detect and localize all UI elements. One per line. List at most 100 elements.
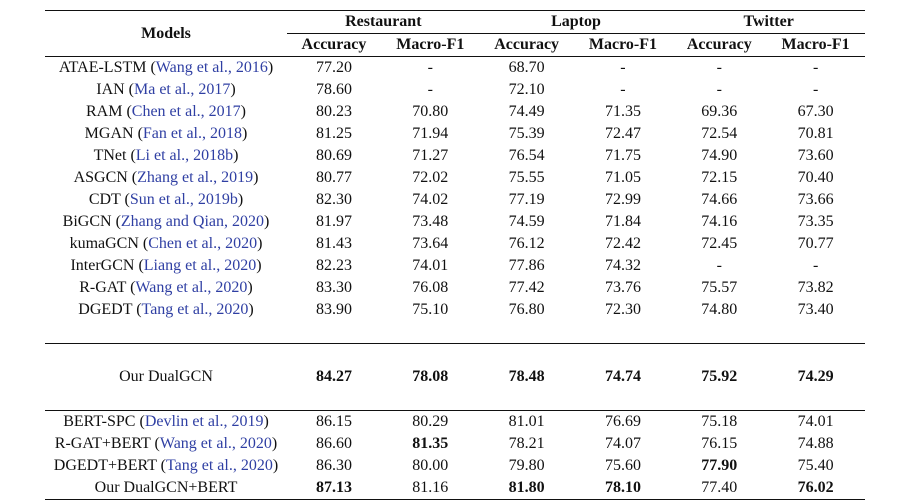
- citation-link[interactable]: Chen et al., 2020: [148, 235, 258, 252]
- metric-cell: -: [812, 59, 819, 76]
- metric-cell: 74.32: [604, 257, 641, 274]
- metric-cell: 74.07: [604, 435, 641, 452]
- table-row: InterGCN (Liang et al., 2020) 82.23 74.01 7…: [45, 255, 865, 277]
- metric-cell: 73.66: [797, 191, 834, 208]
- model-cell: InterGCN (Liang et al., 2020): [70, 257, 262, 274]
- metric-cell: 75.10: [412, 301, 449, 318]
- model-name: BiGCN: [62, 213, 112, 230]
- metric-cell: 67.30: [797, 103, 834, 120]
- metric-cell: 80.69: [315, 147, 352, 164]
- table-row: RAM (Chen et al., 2017) 80.23 70.80 74.49 71…: [45, 101, 865, 123]
- metric-cell: 78.08: [412, 368, 449, 385]
- citation-link[interactable]: Zhang and Qian, 2020: [120, 213, 264, 230]
- metric-cell: 76.15: [701, 435, 738, 452]
- metric-cell: 73.40: [797, 301, 834, 318]
- table-row: IAN (Ma et al., 2017) 78.60 - 72.10 - - -: [45, 79, 865, 101]
- model-name: R-GAT+BERT: [54, 435, 151, 452]
- citation-link[interactable]: Tang et al., 2020: [166, 457, 273, 474]
- metric-header: Macro-F1: [588, 36, 657, 53]
- metric-cell: -: [716, 59, 722, 76]
- citation-link[interactable]: Tang et al., 2020: [141, 301, 249, 318]
- metric-cell: 75.92: [701, 368, 738, 385]
- metric-cell: 78.10: [604, 479, 641, 496]
- results-table: Models Restaurant Laptop Twitter Accurac…: [45, 10, 865, 500]
- metric-cell: 81.97: [315, 213, 352, 230]
- metric-cell: 76.12: [508, 235, 545, 252]
- metric-cell: -: [812, 257, 819, 274]
- metric-cell: 81.01: [508, 413, 545, 430]
- metric-cell: 78.48: [508, 368, 545, 385]
- metric-cell: 83.30: [315, 279, 352, 296]
- model-name: CDT: [88, 191, 121, 208]
- metric-cell: 83.90: [315, 301, 352, 318]
- metric-cell: 81.43: [315, 235, 352, 252]
- metric-cell: -: [427, 81, 433, 98]
- metric-cell: 77.20: [315, 59, 352, 76]
- citation-link[interactable]: Liang et al., 2020: [143, 257, 257, 274]
- metric-header: Macro-F1: [781, 36, 850, 53]
- metric-cell: 74.59: [508, 213, 545, 230]
- metric-cell: 74.90: [701, 147, 738, 164]
- metric-cell: 72.02: [412, 169, 449, 186]
- metric-cell: -: [620, 59, 626, 76]
- metric-cell: 70.81: [797, 125, 834, 142]
- model-cell: R-GAT+BERT (Wang et al., 2020): [54, 435, 278, 452]
- model-name: Our DualGCN+BERT: [94, 479, 238, 496]
- citation-link[interactable]: Devlin et al., 2019: [144, 413, 264, 430]
- metric-cell: 71.75: [604, 147, 641, 164]
- metric-cell: 72.54: [701, 125, 738, 142]
- metric-cell: 86.60: [315, 435, 352, 452]
- model-cell: ASGCN (Zhang et al., 2019): [73, 169, 259, 186]
- model-name: ATAE-LSTM: [58, 59, 147, 76]
- metric-cell: 71.05: [604, 169, 641, 186]
- metric-cell: 77.90: [701, 457, 738, 474]
- baselines-section: ATAE-LSTM (Wang et al., 2016) 77.20 - 68.70…: [45, 56, 865, 344]
- metric-cell: 81.16: [412, 479, 449, 496]
- model-cell: R-GAT (Wang et al., 2020): [79, 279, 253, 296]
- metric-header: Accuracy: [494, 36, 560, 53]
- metric-cell: 80.77: [315, 169, 352, 186]
- metric-cell: 71.35: [604, 103, 641, 120]
- table-row: Our DualGCN+BERT 87.13 81.16 81.80 78.10 77.4…: [45, 477, 865, 500]
- metric-cell: 74.16: [701, 213, 738, 230]
- citation-link[interactable]: Fan et al., 2018: [142, 125, 242, 142]
- metric-cell: 75.60: [604, 457, 641, 474]
- citation-link[interactable]: Li et al., 2018b: [135, 147, 234, 164]
- metric-cell: 84.27: [315, 368, 352, 385]
- citation-link[interactable]: Ma et al., 2017: [134, 81, 231, 98]
- metric-cell: 70.40: [797, 169, 834, 186]
- model-cell: CDT (Sun et al., 2019b): [88, 191, 244, 208]
- model-cell: MGAN (Fan et al., 2018): [84, 125, 248, 142]
- metric-cell: 77.42: [508, 279, 545, 296]
- metric-cell: 71.27: [412, 147, 449, 164]
- citation-link[interactable]: Chen et al., 2017: [131, 103, 241, 120]
- metric-cell: 87.13: [315, 479, 352, 496]
- table-row: ATAE-LSTM (Wang et al., 2016) 77.20 - 68.70…: [45, 56, 865, 80]
- citation-link[interactable]: Wang et al., 2016: [155, 59, 268, 76]
- metric-header: Accuracy: [301, 36, 367, 53]
- metric-cell: 81.25: [315, 125, 352, 142]
- model-name: DGEDT: [78, 301, 133, 318]
- metric-header: Macro-F1: [396, 36, 465, 53]
- model-name: MGAN: [84, 125, 134, 142]
- model-cell: TNet (Li et al., 2018b): [93, 147, 239, 164]
- model-name: InterGCN: [70, 257, 135, 274]
- table-row: DGEDT+BERT (Tang et al., 2020) 86.30 80.00…: [45, 455, 865, 477]
- metric-cell: 75.40: [797, 457, 834, 474]
- metric-cell: 75.39: [508, 125, 545, 142]
- model-name: TNet: [93, 147, 127, 164]
- metric-cell: 76.54: [508, 147, 545, 164]
- model-cell: DGEDT+BERT (Tang et al., 2020): [53, 457, 279, 474]
- metric-cell: 72.10: [508, 81, 545, 98]
- citation-link[interactable]: Sun et al., 2019b: [129, 191, 238, 208]
- table-row: R-GAT (Wang et al., 2020) 83.30 76.08 77.42…: [45, 277, 865, 299]
- citation-link[interactable]: Wang et al., 2020: [159, 435, 272, 452]
- metric-cell: 71.84: [604, 213, 641, 230]
- citation-link[interactable]: Zhang et al., 2019: [137, 169, 254, 186]
- metric-cell: 70.77: [797, 235, 834, 252]
- model-name: DGEDT+BERT: [53, 457, 157, 474]
- metric-cell: 74.01: [797, 413, 834, 430]
- metric-cell: 71.94: [412, 125, 449, 142]
- citation-link[interactable]: Wang et al., 2020: [135, 279, 248, 296]
- table-row: R-GAT+BERT (Wang et al., 2020) 86.60 81.35…: [45, 433, 865, 455]
